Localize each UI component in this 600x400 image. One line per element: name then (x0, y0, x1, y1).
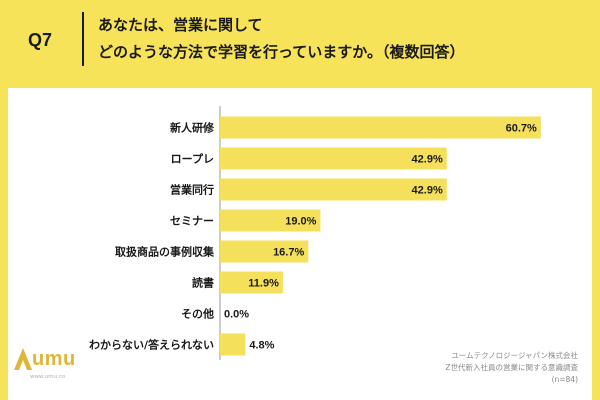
bar-chart: 新人研修 60.7% ロープレ 42.9% 営業同行 42.9% セミナー 19.0% 取扱商品… (89, 106, 541, 360)
bar (220, 209, 321, 232)
source-note: ユームテクノロジージャパン株式会社 Z世代新入社員の営業に関する意識調査 (n=… (445, 350, 578, 386)
category-label: ロープレ (171, 152, 214, 166)
chart-panel: 新人研修 60.7% ロープレ 42.9% 営業同行 42.9% セミナー 19.0% 取扱商品… (8, 88, 592, 400)
bar (220, 116, 541, 139)
umu-logo: umu www.umu.co (12, 344, 82, 388)
bar (220, 271, 283, 294)
category-label: 新人研修 (170, 121, 215, 135)
value-label: 4.8% (249, 340, 274, 352)
value-label: 11.9% (248, 278, 279, 290)
value-label: 42.9% (412, 185, 443, 197)
value-label: 0.0% (224, 309, 249, 321)
value-label: 19.0% (285, 216, 316, 228)
category-label: 営業同行 (170, 183, 214, 197)
bar (220, 147, 447, 170)
category-label: わからない/答えられない (89, 338, 214, 352)
category-label: 取扱商品の事例収集 (115, 245, 215, 259)
source-company: ユームテクノロジージャパン株式会社 (451, 351, 578, 360)
category-label: その他 (181, 307, 214, 321)
category-label: セミナー (170, 215, 214, 228)
bar (220, 178, 447, 201)
question-number: Q7 (28, 30, 53, 50)
header-divider (82, 12, 84, 66)
question-title: あなたは、営業に関して どのような方法で学習を行っていますか。（複数回答） (98, 12, 578, 66)
question-header: Q7 あなたは、営業に関して どのような方法で学習を行っていますか。（複数回答） (0, 0, 600, 78)
logo-url: www.umu.co (30, 374, 66, 380)
category-label: 読書 (192, 276, 214, 290)
question-title-line2: どのような方法で学習を行っていますか。（複数回答） (98, 43, 465, 61)
value-label: 60.7% (506, 123, 537, 135)
value-label: 16.7% (273, 247, 304, 259)
source-survey: Z世代新入社員の営業に関する意識調査 (445, 363, 578, 372)
logo-text: umu (32, 348, 76, 370)
umu-logo-mark-icon (14, 348, 32, 370)
bar (220, 240, 309, 263)
source-sample-size: (n=84) (551, 375, 578, 384)
question-title-line1: あなたは、営業に関して (98, 16, 263, 34)
bar (220, 333, 246, 356)
value-label: 42.9% (412, 154, 443, 166)
